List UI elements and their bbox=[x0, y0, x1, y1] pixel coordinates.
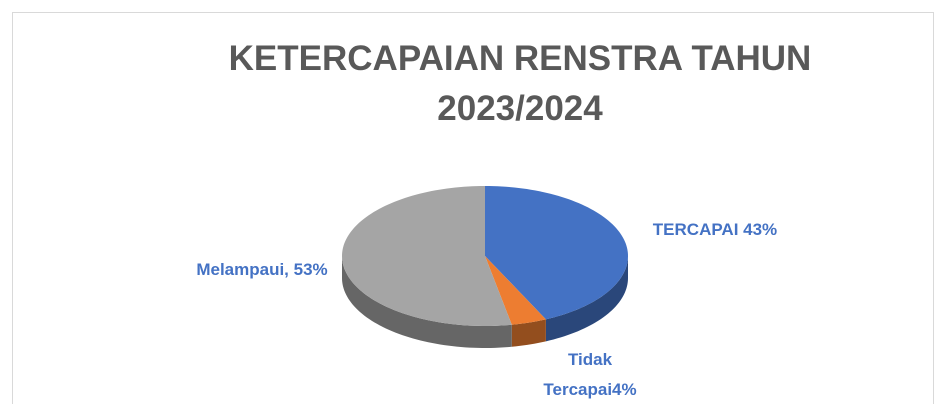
pie-slice-side bbox=[342, 256, 512, 348]
chart-frame bbox=[12, 12, 934, 404]
data-label: Melampaui, 53% bbox=[196, 260, 328, 279]
pie-slice bbox=[485, 186, 628, 320]
chart-title: KETERCAPAIAN RENSTRA TAHUN 2023/2024 bbox=[228, 39, 812, 128]
pie-slice bbox=[342, 186, 512, 326]
pie-slice-side bbox=[511, 319, 546, 347]
pie-slice-side bbox=[545, 256, 628, 342]
pie-slice bbox=[485, 256, 546, 325]
data-label: TERCAPAI 43% bbox=[652, 220, 778, 239]
data-label: Tidak Tercapai4% bbox=[543, 350, 637, 399]
